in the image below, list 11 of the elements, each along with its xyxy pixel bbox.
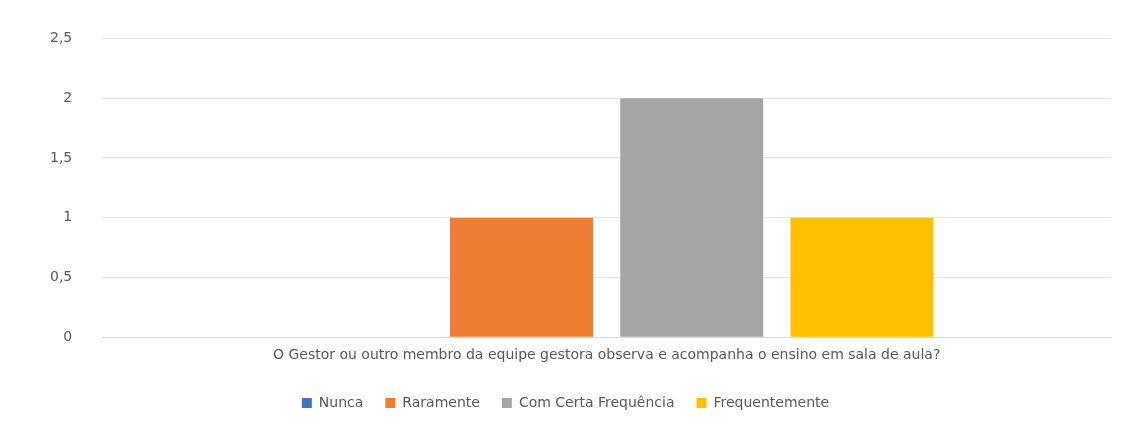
y-tick-label: 0: [63, 327, 73, 344]
y-tick-label: 0,5: [50, 268, 73, 285]
legend-label: Frequentemente: [713, 393, 830, 410]
legend-label: Nunca: [318, 393, 364, 410]
x-tick-label: O Gestor ou outro membro da equipe gestora observa e acompanha o ensino em sala de aula?: [272, 346, 941, 363]
legend-label: Raramente: [402, 393, 480, 410]
legend-label: Com Certa Frequência: [518, 393, 675, 410]
y-tick-label: 2,5: [50, 29, 73, 46]
y-tick-label: 2: [63, 88, 73, 105]
y-tick-label: 1,5: [50, 148, 73, 165]
y-tick-label: 1: [63, 208, 73, 225]
